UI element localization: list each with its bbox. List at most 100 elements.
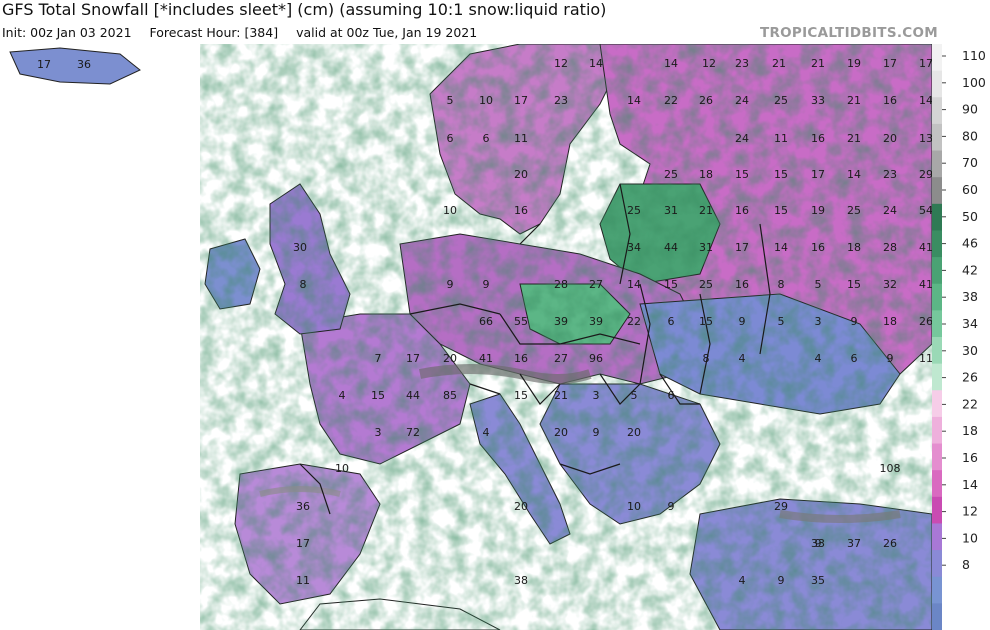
snowfall-value-label: 23 bbox=[554, 94, 568, 107]
snowfall-value-label: 21 bbox=[847, 132, 861, 145]
legend-swatch bbox=[932, 150, 942, 178]
snowfall-value-label: 18 bbox=[847, 241, 861, 254]
snowfall-value-label: 9 bbox=[739, 315, 746, 328]
snowfall-value-label: 16 bbox=[735, 278, 749, 291]
snowfall-value-label: 6 bbox=[668, 389, 675, 402]
snowfall-value-label: 12 bbox=[554, 57, 568, 70]
snowfall-value-label: 39 bbox=[589, 315, 603, 328]
snowfall-value-label: 25 bbox=[847, 204, 861, 217]
snowfall-value-label: 5 bbox=[631, 389, 638, 402]
snowfall-value-label: 34 bbox=[627, 241, 641, 254]
legend-swatch bbox=[932, 363, 942, 391]
snowfall-value-label: 8 bbox=[703, 352, 710, 365]
legend-label: 80 bbox=[962, 128, 978, 143]
snowfall-value-label: 14 bbox=[664, 57, 678, 70]
snowfall-value-label: 19 bbox=[811, 204, 825, 217]
alps-highlight bbox=[259, 364, 901, 523]
snowfall-value-label: 15 bbox=[735, 168, 749, 181]
legend-label: 18 bbox=[962, 423, 978, 438]
legend-label: 16 bbox=[962, 450, 978, 465]
texture-layer bbox=[200, 44, 932, 630]
snowfall-value-label: 41 bbox=[919, 241, 932, 254]
legend-label: 60 bbox=[962, 182, 978, 197]
legend-label: 26 bbox=[962, 370, 978, 385]
snowfall-value-label: 10 bbox=[443, 204, 457, 217]
snowfall-value-label: 31 bbox=[699, 241, 713, 254]
snowfall-value-label: 29 bbox=[919, 168, 932, 181]
legend-swatch bbox=[932, 523, 942, 551]
snowfall-value-label: 3 bbox=[375, 426, 382, 439]
snowfall-value-label: 24 bbox=[735, 132, 749, 145]
snowfall-value-label: 9 bbox=[483, 278, 490, 291]
snowfall-value-label: 9 bbox=[778, 574, 785, 587]
snowfall-value-label: 5 bbox=[778, 315, 785, 328]
snowfall-value-label: 41 bbox=[479, 352, 493, 365]
forecast-hour: Forecast Hour: [384] bbox=[149, 25, 279, 40]
snowfall-value-label: 15 bbox=[514, 389, 528, 402]
snowfall-value-label: 28 bbox=[554, 278, 568, 291]
snowfall-value-label: 28 bbox=[883, 241, 897, 254]
snowfall-value-label: 9 bbox=[668, 500, 675, 513]
snowfall-value-label: 10 bbox=[335, 462, 349, 475]
legend-swatch bbox=[932, 230, 942, 258]
snowfall-value-label: 16 bbox=[514, 352, 528, 365]
snowfall-value-label: 20 bbox=[514, 500, 528, 513]
snowfall-value-label: 21 bbox=[554, 389, 568, 402]
snowfall-value-label: 26 bbox=[919, 315, 932, 328]
legend-swatch bbox=[932, 550, 942, 578]
legend-swatch bbox=[932, 97, 942, 125]
snowfall-value-label: 29 bbox=[774, 500, 788, 513]
snowfall-value-label: 37 bbox=[847, 537, 861, 550]
legend-swatch bbox=[932, 576, 942, 604]
legend-swatch bbox=[932, 203, 942, 231]
snowfall-value-label: 18 bbox=[883, 315, 897, 328]
snowfall-value-label: 11 bbox=[919, 352, 932, 365]
legend-swatch bbox=[932, 390, 942, 418]
snowfall-value-label: 23 bbox=[883, 168, 897, 181]
snowfall-value-label: 6 bbox=[447, 132, 454, 145]
legend-swatch bbox=[932, 416, 942, 445]
snowfall-value-label: 85 bbox=[443, 389, 457, 402]
snowfall-value-label: 39 bbox=[554, 315, 568, 328]
snowfall-value-label: 12 bbox=[702, 57, 716, 70]
legend-label: 10 bbox=[962, 530, 978, 545]
snowfall-value-label: 72 bbox=[406, 426, 420, 439]
legend-swatch bbox=[932, 310, 942, 338]
snowfall-value-label: 38 bbox=[514, 574, 528, 587]
snowfall-value-label: 17 bbox=[296, 537, 310, 550]
snowfall-value-label: 14 bbox=[774, 241, 788, 254]
snowfall-value-label: 7 bbox=[375, 352, 382, 365]
snowfall-value-label: 14 bbox=[627, 278, 641, 291]
snowfall-value-label: 30 bbox=[293, 241, 307, 254]
snowfall-value-label: 55 bbox=[514, 315, 528, 328]
snowfall-value-label: 14 bbox=[847, 168, 861, 181]
legend-canvas: 110 100 90 80 70 60 50 46 42 38 34 30 26 22 18 16 14 12 10… bbox=[932, 44, 986, 630]
legend-label: 50 bbox=[962, 209, 978, 224]
snowfall-map[interactable]: 36 17 12 14 14 12 23 21 21 19 17 17 5 10 17 23 14 22 26 24 2… bbox=[0, 44, 932, 630]
legend-label: 30 bbox=[962, 343, 978, 358]
snowfall-value-label: 18 bbox=[699, 168, 713, 181]
legend-swatch bbox=[932, 123, 942, 152]
snowfall-value-label: 20 bbox=[883, 132, 897, 145]
legend-label: 46 bbox=[962, 236, 978, 251]
snowfall-value-label: 16 bbox=[811, 132, 825, 145]
snowfall-value-label: 41 bbox=[919, 278, 932, 291]
snowfall-value-label: 44 bbox=[406, 389, 420, 402]
snowfall-value-label: 24 bbox=[883, 204, 897, 217]
snowfall-value-label: 36 bbox=[77, 58, 91, 71]
snowfall-value-label: 32 bbox=[883, 278, 897, 291]
snowfall-value-label: 33 bbox=[811, 537, 825, 550]
snowfall-value-label: 17 bbox=[406, 352, 420, 365]
legend-label: 8 bbox=[962, 557, 970, 572]
country-borders bbox=[299, 183, 771, 515]
land-iceland bbox=[9, 47, 141, 85]
snowfall-value-label: 17 bbox=[735, 241, 749, 254]
snowfall-value-label: 9 bbox=[447, 278, 454, 291]
snowfall-value-label: 17 bbox=[514, 94, 528, 107]
legend-label: 12 bbox=[962, 504, 978, 519]
color-legend: 110 100 90 80 70 60 50 46 42 38 34 30 26 22 18 16 14 12 10… bbox=[932, 44, 990, 630]
snowfall-value-label: 3 bbox=[815, 315, 822, 328]
init-time: Init: 00z Jan 03 2021 bbox=[2, 25, 132, 40]
snowfall-value-label: 15 bbox=[774, 204, 788, 217]
